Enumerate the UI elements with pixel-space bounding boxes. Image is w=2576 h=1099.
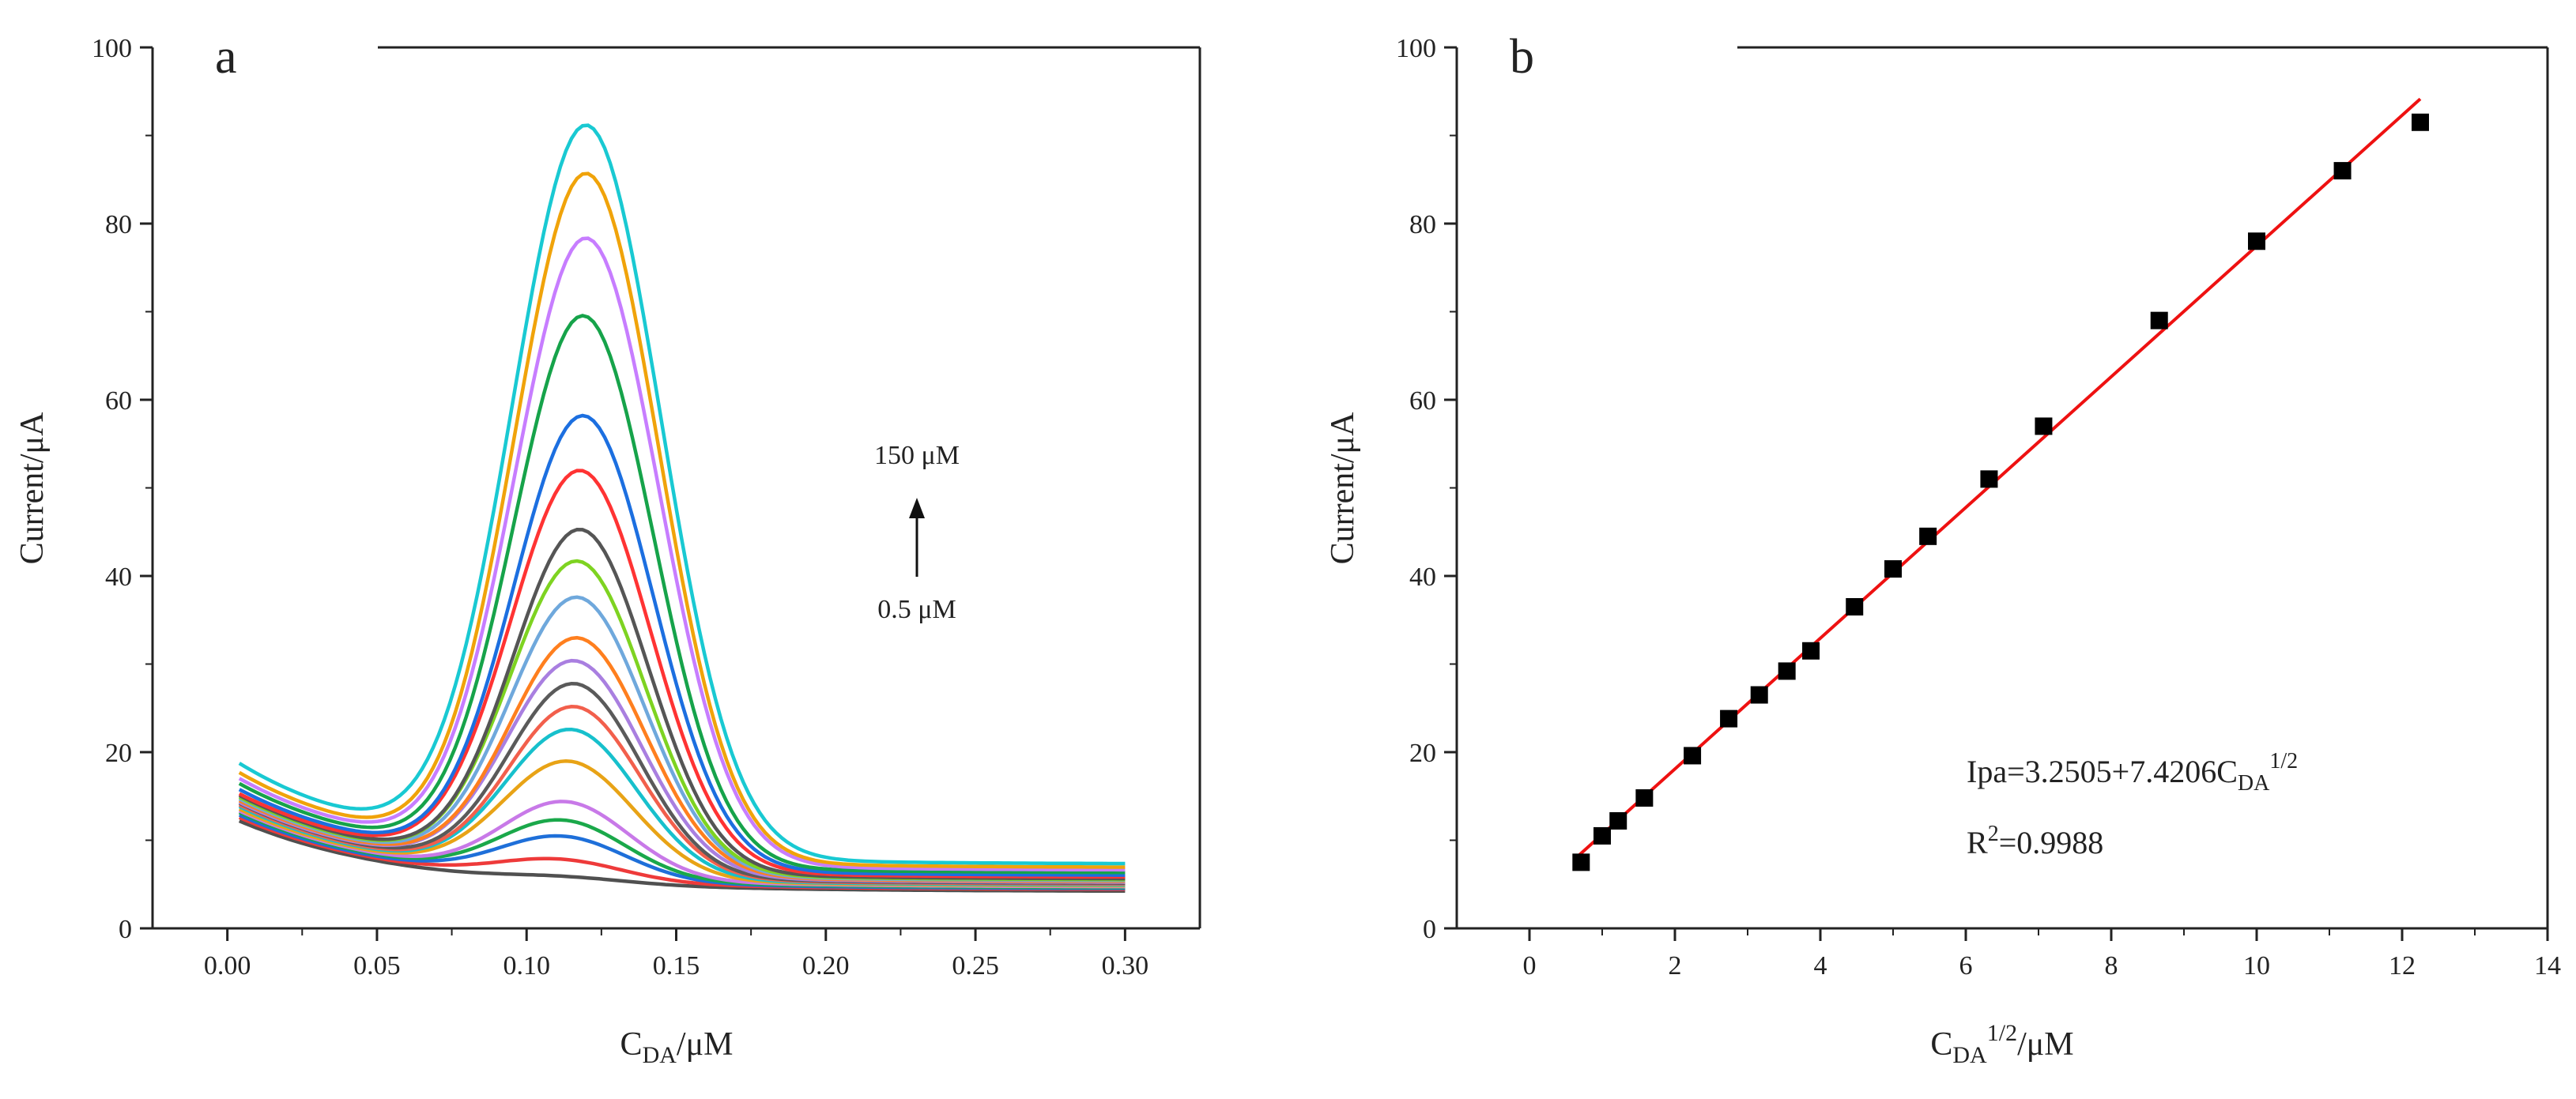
data-point bbox=[2248, 232, 2265, 250]
data-point bbox=[2333, 162, 2352, 180]
data-point bbox=[1750, 686, 1768, 704]
x-tick-label: 12 bbox=[2389, 951, 2416, 980]
data-point bbox=[1778, 662, 1796, 680]
data-point bbox=[1593, 826, 1611, 845]
data-point bbox=[1635, 788, 1654, 807]
annotation-0-5uM: 0.5 μM bbox=[877, 595, 956, 624]
x-tick-label: 0.00 bbox=[204, 951, 251, 980]
y-axis-title-a: Current/μA bbox=[14, 412, 51, 564]
voltammetry-curves bbox=[238, 123, 1126, 894]
y-tick-label: 0 bbox=[119, 915, 132, 944]
x-ticks-a: 0.00 0.05 0.10 0.15 0.20 0.25 0.30 bbox=[204, 928, 1148, 980]
series-line bbox=[238, 123, 1126, 866]
series-line bbox=[238, 413, 1126, 877]
fit-equation: Ipa=3.2505+7.4206CDA1/2 bbox=[1967, 749, 2298, 796]
x-tick-label: 0.10 bbox=[503, 951, 550, 980]
x-tick-label: 10 bbox=[2243, 951, 2270, 980]
data-point bbox=[1609, 811, 1627, 830]
series-line bbox=[238, 527, 1126, 881]
data-point bbox=[1919, 527, 1937, 545]
data-point bbox=[1684, 747, 1702, 765]
chart-panel-a: 0.00 0.05 0.10 0.15 0.20 0.25 0.30 0 20 40 60 80 10… bbox=[14, 30, 1201, 1068]
y-tick-label: 40 bbox=[105, 563, 132, 592]
x-tick-label: 6 bbox=[1959, 951, 1973, 980]
data-point bbox=[1980, 470, 1998, 488]
x-tick-label: 0.05 bbox=[353, 951, 401, 980]
x-tick-label: 8 bbox=[2105, 951, 2118, 980]
y-axis-title-b: Current/μA bbox=[1325, 412, 1361, 564]
data-point bbox=[1884, 560, 1902, 578]
panel-letter-a: a bbox=[215, 30, 237, 84]
data-point bbox=[1846, 598, 1864, 616]
r-squared: R2=0.9988 bbox=[1967, 822, 2103, 860]
series-line bbox=[238, 314, 1126, 875]
data-point bbox=[1720, 709, 1738, 728]
x-tick-label: 0.15 bbox=[653, 951, 700, 980]
y-ticks-b: 0 20 40 60 80 100 bbox=[1396, 34, 1457, 944]
fit-line-group bbox=[1575, 97, 2422, 859]
y-tick-label: 100 bbox=[92, 34, 132, 63]
data-point bbox=[2035, 417, 2053, 435]
x-axis-title-b: CDA1/2/μM bbox=[1930, 1020, 2073, 1068]
y-tick-label: 60 bbox=[1409, 386, 1436, 416]
x-ticks-b: 0 2 4 6 8 10 12 14 bbox=[1523, 928, 2561, 980]
x-tick-label: 0.25 bbox=[952, 951, 999, 980]
y-tick-label: 80 bbox=[1409, 210, 1436, 239]
data-point bbox=[1802, 642, 1820, 660]
data-point bbox=[1572, 853, 1590, 871]
y-tick-label: 0 bbox=[1423, 915, 1436, 944]
x-axis-title-a: CDA/μM bbox=[620, 1026, 734, 1068]
data-point bbox=[2150, 311, 2168, 329]
y-tick-label: 100 bbox=[1396, 34, 1436, 63]
concentration-arrow-icon bbox=[909, 498, 925, 518]
y-tick-label: 60 bbox=[105, 386, 132, 416]
panel-letter-b: b bbox=[1510, 30, 1534, 84]
data-point bbox=[2412, 113, 2429, 131]
data-points bbox=[1572, 113, 2429, 871]
y-tick-label: 80 bbox=[105, 210, 132, 239]
x-tick-label: 4 bbox=[1814, 951, 1827, 980]
x-tick-label: 0.30 bbox=[1102, 951, 1149, 980]
x-tick-label: 0.20 bbox=[802, 951, 850, 980]
chart-panel-b: 0 2 4 6 8 10 12 14 0 20 40 60 80 100 b Current/μA CD… bbox=[1325, 30, 2561, 1068]
y-tick-label: 40 bbox=[1409, 563, 1436, 592]
series-line bbox=[238, 819, 1126, 894]
x-tick-label: 2 bbox=[1669, 951, 1682, 980]
y-tick-label: 20 bbox=[105, 739, 132, 768]
fit-line bbox=[1575, 97, 2422, 859]
x-tick-label: 14 bbox=[2534, 951, 2561, 980]
annotation-150uM: 150 μM bbox=[874, 441, 960, 470]
series-line bbox=[238, 236, 1126, 872]
series-line bbox=[238, 171, 1126, 869]
x-tick-label: 0 bbox=[1523, 951, 1537, 980]
y-ticks-a: 0 20 40 60 80 100 bbox=[92, 34, 153, 944]
y-tick-label: 20 bbox=[1409, 739, 1436, 768]
